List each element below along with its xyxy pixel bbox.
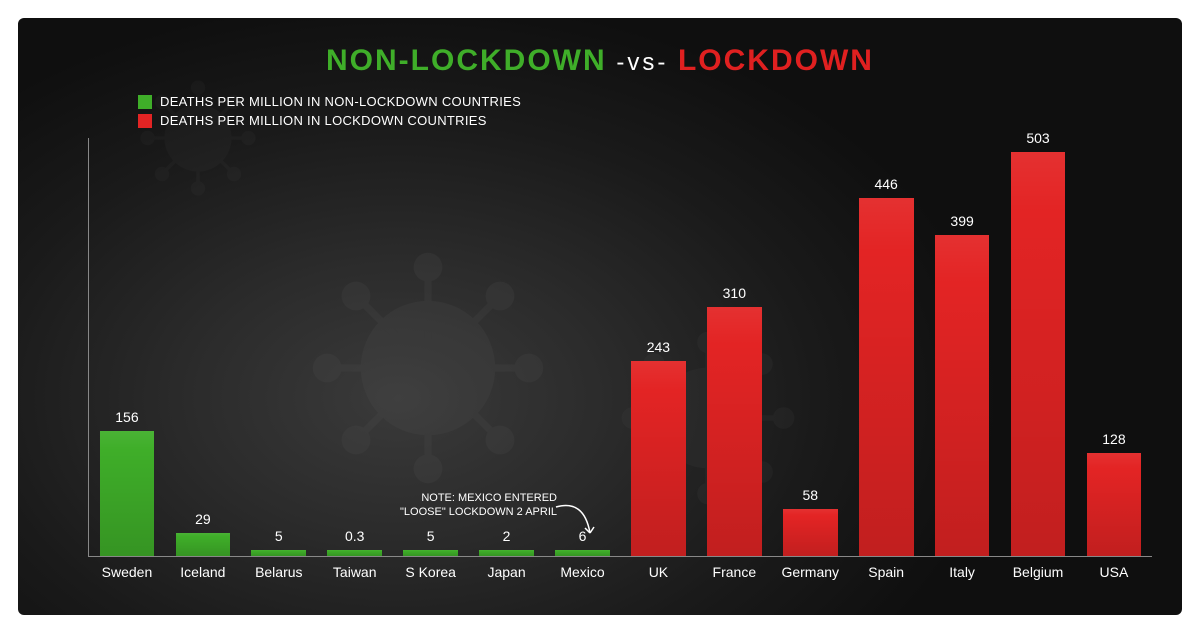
legend-label: DEATHS PER MILLION IN NON-LOCKDOWN COUNT… <box>160 94 521 109</box>
chart-area: 156Sweden29Iceland5Belarus0.3Taiwan5S Ko… <box>88 138 1152 557</box>
bar-value-label: 128 <box>1087 431 1142 453</box>
x-axis-label: Taiwan <box>317 556 393 580</box>
x-axis-label: Mexico <box>545 556 621 580</box>
bar-value-label: 243 <box>631 339 686 361</box>
x-axis-label: Italy <box>924 556 1000 580</box>
x-axis-label: Sweden <box>89 556 165 580</box>
bar-slot: 156Sweden <box>89 138 165 556</box>
bar: 58 <box>783 509 838 556</box>
legend-label: DEATHS PER MILLION IN LOCKDOWN COUNTRIES <box>160 113 487 128</box>
bar-value-label: 399 <box>935 213 990 235</box>
legend-swatch <box>138 114 152 128</box>
title-left: NON-LOCKDOWN <box>326 44 607 77</box>
legend-item: DEATHS PER MILLION IN LOCKDOWN COUNTRIES <box>138 113 521 128</box>
title-right: LOCKDOWN <box>678 44 874 77</box>
bar: 310 <box>707 307 762 556</box>
bar-slot: 29Iceland <box>165 138 241 556</box>
bar: 243 <box>631 361 686 556</box>
bar-slot: 0.3Taiwan <box>317 138 393 556</box>
legend-item: DEATHS PER MILLION IN NON-LOCKDOWN COUNT… <box>138 94 521 109</box>
bar-value-label: 0.3 <box>327 528 382 550</box>
legend: DEATHS PER MILLION IN NON-LOCKDOWN COUNT… <box>138 94 521 132</box>
bar-value-label: 503 <box>1011 130 1066 152</box>
bar-value-label: 156 <box>100 409 155 431</box>
chart-frame: NON-LOCKDOWN -vs- LOCKDOWN DEATHS PER MI… <box>18 18 1182 615</box>
bar: 128 <box>1087 453 1142 556</box>
chart-title: NON-LOCKDOWN -vs- LOCKDOWN <box>18 44 1182 78</box>
bar-slot: 5Belarus <box>241 138 317 556</box>
annotation-arrow <box>554 499 614 549</box>
x-axis-label: Belgium <box>1000 556 1076 580</box>
bar-value-label: 58 <box>783 487 838 509</box>
bar: 399 <box>935 235 990 556</box>
bar: 29 <box>176 533 231 556</box>
bar-slot: 128USA <box>1076 138 1152 556</box>
x-axis-label: UK <box>620 556 696 580</box>
x-axis-label: Iceland <box>165 556 241 580</box>
annotation-note: NOTE: MEXICO ENTERED"LOOSE" LOCKDOWN 2 A… <box>397 491 557 519</box>
bar-slot: 446Spain <box>848 138 924 556</box>
x-axis-label: Germany <box>772 556 848 580</box>
bar-slot: 399Italy <box>924 138 1000 556</box>
bar: 503 <box>1011 152 1066 556</box>
bar-value-label: 29 <box>176 511 231 533</box>
bar-slot: 58Germany <box>772 138 848 556</box>
x-axis-label: France <box>696 556 772 580</box>
bar-slot: 243UK <box>620 138 696 556</box>
bar-value-label: 310 <box>707 285 762 307</box>
title-vs: -vs- <box>607 49 678 76</box>
x-axis-label: USA <box>1076 556 1152 580</box>
legend-swatch <box>138 95 152 109</box>
bar-value-label: 5 <box>403 528 458 550</box>
bar-value-label: 5 <box>251 528 306 550</box>
x-axis-label: Japan <box>469 556 545 580</box>
x-axis-label: Belarus <box>241 556 317 580</box>
bar: 156 <box>100 431 155 556</box>
x-axis-label: S Korea <box>393 556 469 580</box>
bars-container: 156Sweden29Iceland5Belarus0.3Taiwan5S Ko… <box>89 138 1152 556</box>
bar-value-label: 2 <box>479 528 534 550</box>
bar-slot: 503Belgium <box>1000 138 1076 556</box>
bar-value-label: 446 <box>859 176 914 198</box>
x-axis-label: Spain <box>848 556 924 580</box>
bar-slot: 310France <box>696 138 772 556</box>
bar: 446 <box>859 198 914 557</box>
